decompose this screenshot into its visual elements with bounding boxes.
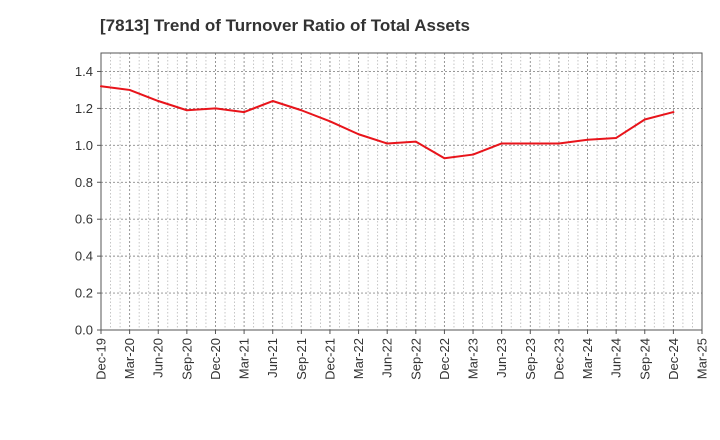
x-tick-label: Dec-22 (437, 338, 452, 380)
labels-layer: 0.0 0.2 0.4 0.6 0.8 1.0 1.2 1.4 Dec-19 Mar-20 Jun-… (75, 64, 710, 380)
axes-layer (97, 52, 703, 334)
y-tick-label: 1.0 (75, 138, 93, 153)
x-tick-label: Dec-20 (208, 338, 223, 380)
x-tick-label: Jun-21 (265, 338, 280, 378)
x-tick-label: Mar-20 (122, 338, 137, 379)
y-tick-label: 1.4 (75, 64, 93, 79)
data-point (214, 107, 217, 110)
series-layer (100, 85, 675, 160)
y-tick-label: 0.2 (75, 286, 93, 301)
data-point (329, 120, 331, 123)
data-point (414, 140, 417, 143)
x-tick-label: Mar-25 (695, 338, 710, 379)
data-point (472, 153, 474, 156)
x-tick-label: Mar-24 (580, 338, 595, 379)
x-tick-label: Sep-21 (294, 338, 309, 380)
data-point (443, 157, 446, 160)
grid-layer (101, 53, 702, 330)
data-point (185, 109, 188, 112)
data-point (643, 118, 646, 121)
x-tick-label: Mar-23 (466, 338, 481, 379)
plot-frame (100, 52, 703, 331)
y-tick-label: 0.0 (75, 323, 93, 338)
data-point (386, 142, 389, 145)
x-tick-label: Sep-24 (637, 338, 652, 380)
x-tick-label: Jun-23 (494, 338, 509, 378)
x-tick-label: Dec-24 (666, 338, 681, 380)
data-point (157, 100, 160, 102)
x-tick-label: Sep-22 (408, 338, 423, 380)
x-tick-label: Mar-21 (237, 338, 252, 379)
data-point (243, 111, 245, 113)
data-point (615, 137, 618, 139)
data-point (500, 142, 503, 145)
data-point (300, 109, 303, 112)
y-tick-label: 1.2 (75, 101, 93, 116)
y-tick-label: 0.8 (75, 175, 93, 190)
x-tick-label: Jun-22 (380, 338, 395, 378)
x-tick-label: Mar-22 (351, 338, 366, 379)
x-tick-label: Jun-24 (609, 338, 624, 378)
x-tick-label: Dec-19 (94, 338, 109, 380)
data-point (100, 85, 102, 88)
x-tick-label: Dec-21 (322, 338, 337, 380)
x-tick-label: Jun-20 (151, 338, 166, 378)
data-point (128, 89, 131, 91)
x-tick-label: Sep-23 (523, 338, 538, 380)
data-point (558, 142, 560, 145)
x-tick-label: Dec-23 (551, 338, 566, 380)
data-point (529, 142, 532, 145)
x-tick-label: Sep-20 (179, 338, 194, 380)
chart-title: [7813] Trend of Turnover Ratio of Total … (100, 16, 470, 35)
data-point (357, 133, 360, 136)
y-tick-label: 0.4 (75, 249, 93, 264)
data-point (586, 138, 589, 141)
data-point (672, 111, 675, 113)
y-tick-label: 0.6 (75, 212, 93, 227)
data-point (271, 100, 274, 102)
